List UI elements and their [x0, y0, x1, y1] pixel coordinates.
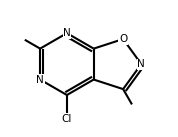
- Text: Cl: Cl: [62, 114, 72, 124]
- Text: N: N: [63, 28, 71, 38]
- Text: N: N: [36, 75, 44, 85]
- Text: O: O: [119, 34, 127, 44]
- Text: N: N: [137, 59, 145, 69]
